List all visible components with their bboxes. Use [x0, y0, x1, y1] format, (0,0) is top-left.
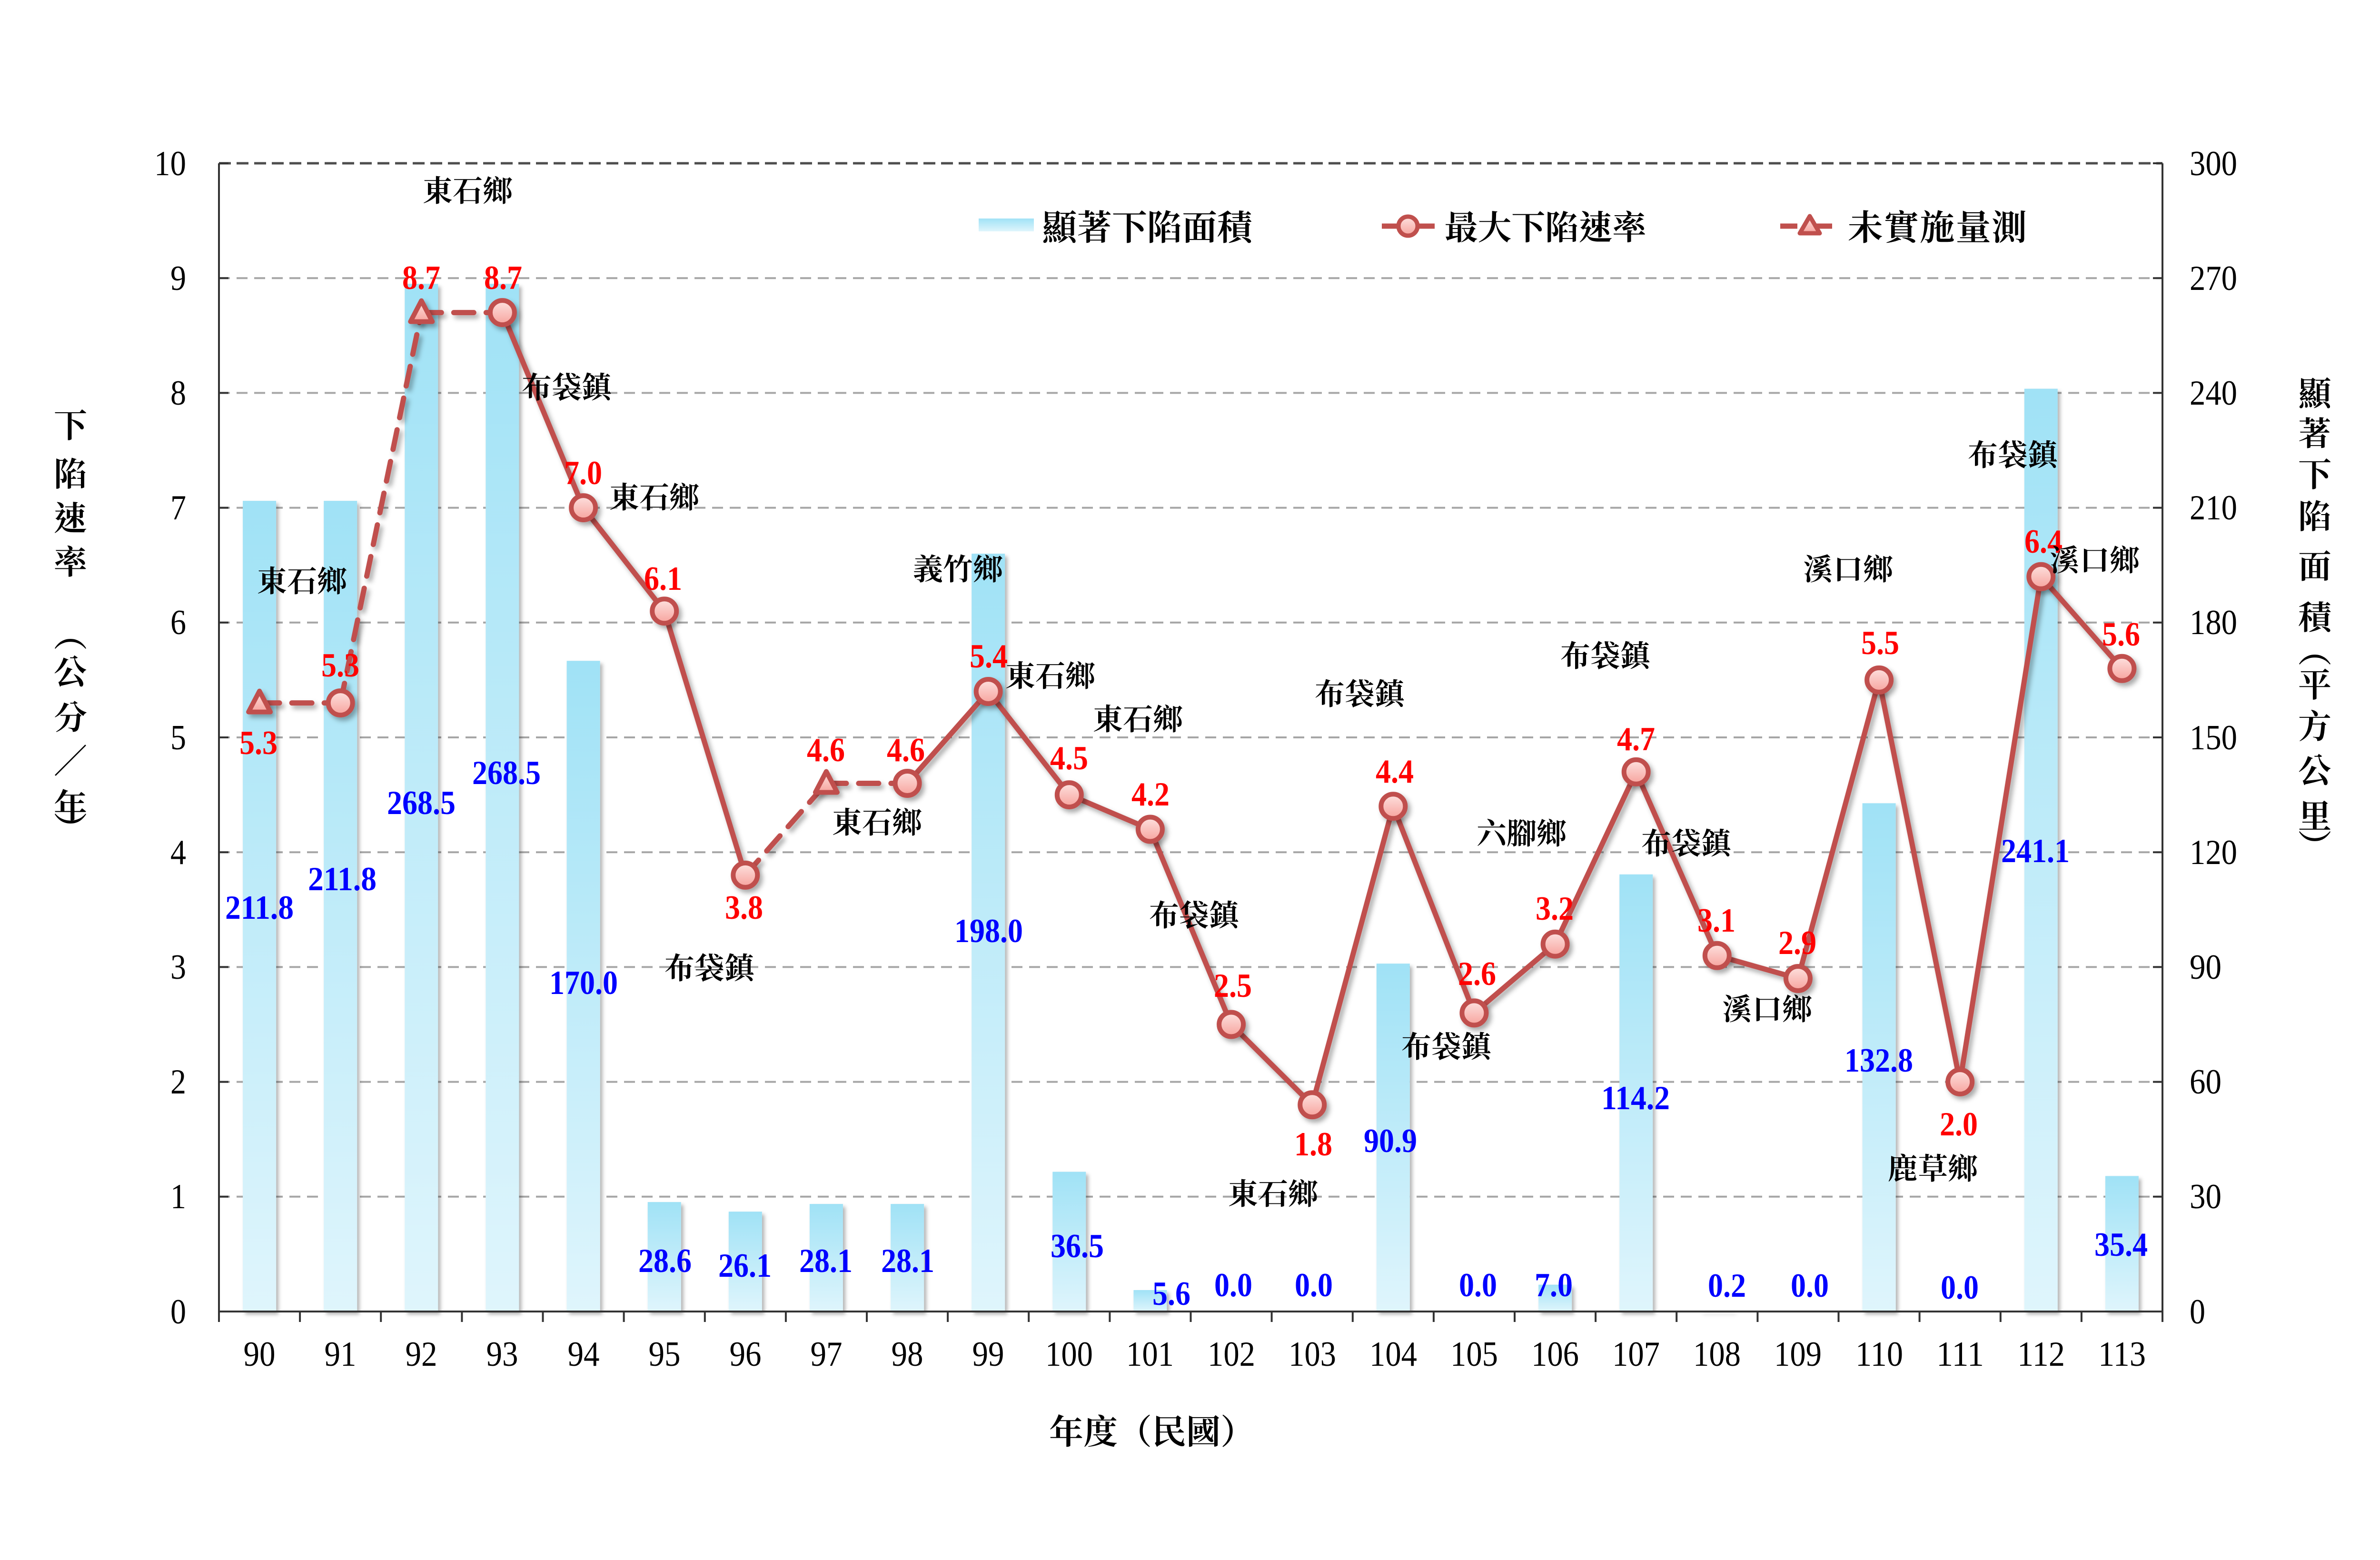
svg-text:132.8: 132.8 — [1844, 1042, 1913, 1079]
svg-text:300: 300 — [2190, 144, 2237, 183]
svg-text:91: 91 — [325, 1335, 357, 1374]
svg-text:28.6: 28.6 — [638, 1242, 692, 1280]
svg-text:6.4: 6.4 — [2024, 523, 2063, 560]
svg-text:0.0: 0.0 — [1295, 1267, 1333, 1304]
svg-text:95: 95 — [649, 1335, 681, 1374]
svg-text:2.0: 2.0 — [1940, 1106, 1978, 1143]
svg-text:3: 3 — [170, 948, 186, 987]
svg-text:4.7: 4.7 — [1617, 721, 1655, 758]
svg-text:270: 270 — [2190, 259, 2237, 298]
svg-text:8: 8 — [170, 374, 186, 413]
svg-text:241.1: 241.1 — [2001, 833, 2070, 870]
svg-text:0.2: 0.2 — [1708, 1267, 1746, 1304]
svg-text:3.2: 3.2 — [1536, 890, 1574, 927]
svg-text:198.0: 198.0 — [954, 913, 1023, 950]
svg-text:28.1: 28.1 — [799, 1242, 853, 1280]
svg-text:0.0: 0.0 — [1214, 1267, 1252, 1304]
svg-text:96: 96 — [730, 1335, 762, 1374]
svg-text:5.5: 5.5 — [1861, 625, 1899, 662]
svg-text:90: 90 — [244, 1335, 276, 1374]
svg-text:111: 111 — [1936, 1335, 1984, 1374]
svg-text:1: 1 — [170, 1177, 186, 1216]
svg-text:109: 109 — [1774, 1335, 1822, 1374]
svg-text:104: 104 — [1369, 1335, 1417, 1374]
svg-text:5.3: 5.3 — [239, 725, 278, 762]
svg-text:3.8: 3.8 — [725, 889, 763, 926]
svg-text:110: 110 — [1855, 1335, 1903, 1374]
svg-text:0: 0 — [170, 1292, 186, 1331]
svg-text:0.0: 0.0 — [1941, 1269, 1979, 1306]
svg-text:105: 105 — [1450, 1335, 1498, 1374]
svg-text:0: 0 — [2190, 1292, 2205, 1331]
svg-text:10: 10 — [154, 144, 186, 183]
svg-text:98: 98 — [892, 1335, 923, 1374]
svg-text:92: 92 — [406, 1335, 437, 1374]
svg-text:5.6: 5.6 — [2102, 616, 2140, 653]
svg-text:4: 4 — [170, 833, 186, 872]
svg-text:120: 120 — [2190, 833, 2237, 872]
svg-text:211.8: 211.8 — [308, 861, 377, 898]
svg-text:101: 101 — [1126, 1335, 1174, 1374]
svg-text:93: 93 — [486, 1335, 518, 1374]
svg-text:28.1: 28.1 — [881, 1242, 934, 1280]
svg-text:8.7: 8.7 — [484, 259, 522, 297]
svg-text:2.6: 2.6 — [1458, 955, 1496, 993]
svg-text:103: 103 — [1289, 1335, 1336, 1374]
svg-text:100: 100 — [1045, 1335, 1093, 1374]
svg-text:1.8: 1.8 — [1294, 1126, 1332, 1163]
svg-text:210: 210 — [2190, 488, 2237, 527]
svg-text:114.2: 114.2 — [1601, 1080, 1670, 1117]
svg-text:97: 97 — [811, 1335, 843, 1374]
svg-text:211.8: 211.8 — [225, 889, 294, 926]
svg-text:26.1: 26.1 — [718, 1247, 772, 1284]
svg-text:4.2: 4.2 — [1131, 776, 1170, 813]
svg-text:5.6: 5.6 — [1152, 1275, 1190, 1312]
svg-text:5.4: 5.4 — [970, 638, 1008, 675]
svg-text:6: 6 — [170, 603, 186, 642]
svg-text:2: 2 — [170, 1063, 186, 1102]
svg-text:99: 99 — [972, 1335, 1004, 1374]
svg-text:113: 113 — [2098, 1335, 2146, 1374]
svg-text:107: 107 — [1612, 1335, 1660, 1374]
svg-text:5.3: 5.3 — [321, 647, 359, 684]
svg-text:9: 9 — [170, 259, 186, 298]
svg-text:6.1: 6.1 — [644, 560, 682, 597]
svg-text:3.1: 3.1 — [1697, 902, 1735, 939]
svg-text:240: 240 — [2190, 374, 2237, 413]
svg-text:90.9: 90.9 — [1364, 1123, 1417, 1160]
svg-text:0.0: 0.0 — [1791, 1267, 1829, 1304]
svg-text:170.0: 170.0 — [549, 964, 618, 1002]
svg-text:7: 7 — [170, 488, 186, 527]
svg-text:108: 108 — [1693, 1335, 1741, 1374]
svg-text:4.4: 4.4 — [1376, 753, 1414, 790]
svg-text:4.5: 4.5 — [1050, 740, 1088, 777]
svg-text:5: 5 — [170, 718, 186, 757]
svg-text:30: 30 — [2190, 1177, 2221, 1216]
svg-text:150: 150 — [2190, 718, 2237, 757]
svg-text:0.0: 0.0 — [1459, 1267, 1497, 1304]
svg-text:112: 112 — [2017, 1335, 2065, 1374]
svg-text:8.7: 8.7 — [402, 259, 440, 297]
svg-text:180: 180 — [2190, 603, 2237, 642]
svg-text:4.6: 4.6 — [887, 732, 925, 769]
svg-text:268.5: 268.5 — [387, 785, 456, 822]
svg-text:106: 106 — [1531, 1335, 1579, 1374]
svg-text:60: 60 — [2190, 1063, 2221, 1102]
svg-text:2.9: 2.9 — [1778, 924, 1816, 962]
svg-text:90: 90 — [2190, 948, 2221, 987]
svg-text:7.0: 7.0 — [564, 455, 602, 492]
svg-text:7.0: 7.0 — [1535, 1267, 1573, 1304]
svg-text:4.6: 4.6 — [807, 732, 845, 769]
svg-text:102: 102 — [1208, 1335, 1255, 1374]
svg-text:268.5: 268.5 — [472, 755, 541, 792]
svg-text:94: 94 — [568, 1335, 600, 1374]
svg-text:2.5: 2.5 — [1214, 967, 1252, 1004]
svg-text:35.4: 35.4 — [2094, 1226, 2148, 1263]
svg-text:36.5: 36.5 — [1051, 1228, 1104, 1265]
